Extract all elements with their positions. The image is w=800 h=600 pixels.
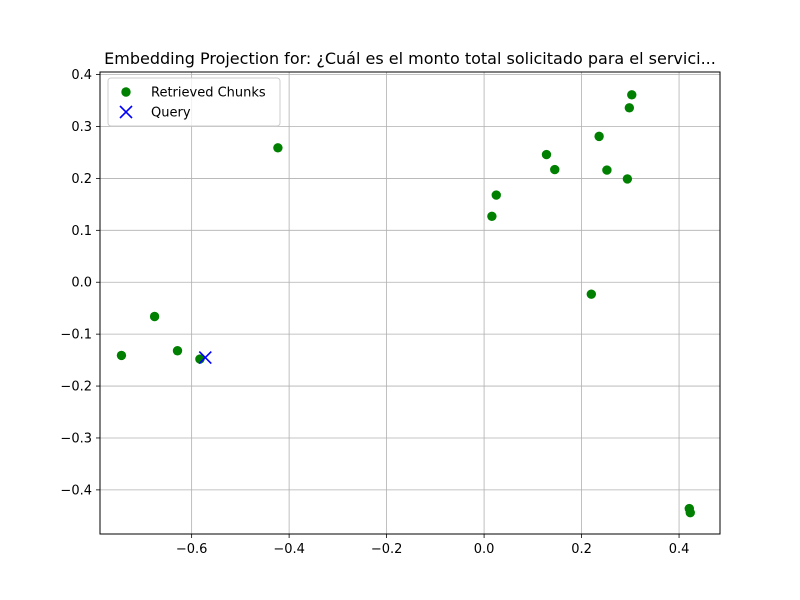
chunk-point [685, 508, 695, 518]
chunk-point [273, 143, 283, 153]
y-tick-label: 0.1 [71, 224, 92, 239]
chunk-point [594, 131, 604, 142]
chunk-point [586, 289, 597, 299]
y-tick-label: 0.4 [71, 68, 92, 83]
query-point [198, 350, 212, 365]
x-tick-label: −0.2 [371, 542, 403, 557]
x-tick-label: 0.0 [474, 542, 495, 557]
grid [100, 72, 720, 534]
legend-query-marker [119, 105, 133, 119]
x-tick-label: 0.4 [669, 542, 690, 557]
legend: Retrieved Chunks Query [107, 77, 281, 127]
chunk-point [627, 90, 637, 100]
chunk-point [541, 149, 552, 160]
x-tick-label: −0.4 [273, 542, 305, 557]
chunk-point [149, 311, 160, 322]
plot-frame [99, 71, 721, 535]
query-marker-stroke [198, 350, 212, 365]
y-tick-label: −0.3 [60, 431, 92, 446]
y-tick-label: −0.1 [60, 328, 92, 343]
legend-box [107, 77, 281, 127]
chunk-point [491, 190, 501, 200]
chart-title: Embedding Projection for: ¿Cuál es el mo… [104, 49, 716, 68]
legend-label: Retrieved Chunks [151, 86, 266, 101]
chunk-point [622, 174, 633, 184]
x-tick-label: −0.6 [176, 542, 208, 557]
chunk-point [550, 164, 560, 175]
chunk-point [172, 346, 183, 356]
y-tick-label: 0.2 [71, 172, 92, 187]
y-tick-label: 0.0 [71, 276, 92, 291]
y-tick-label: −0.4 [60, 483, 92, 498]
y-tick-label: −0.2 [60, 380, 92, 395]
chunk-point [624, 103, 635, 113]
y-tick-label: 0.3 [71, 120, 92, 135]
data-points [116, 90, 695, 518]
chunk-point [487, 211, 497, 222]
x-tick-label: 0.2 [571, 542, 592, 557]
chunk-point [602, 165, 612, 175]
legend-chunk-marker [121, 87, 131, 97]
axis-ticks: −0.6 −0.4 −0.2 0.0 0.2 0.4 −0.4 −0.3 −0.2 −0.1 0.0… [60, 68, 689, 557]
chunk-point [116, 350, 127, 361]
legend-label: Query [151, 106, 191, 121]
query-marker-stroke [119, 105, 133, 119]
